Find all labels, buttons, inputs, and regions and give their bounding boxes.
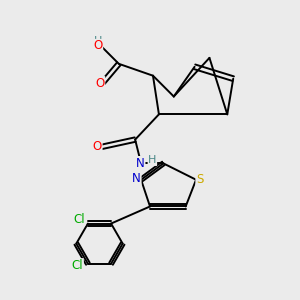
Text: N: N	[136, 157, 145, 169]
Text: H: H	[94, 36, 102, 46]
Text: N: N	[132, 172, 141, 185]
Text: Cl: Cl	[73, 213, 85, 226]
Text: S: S	[196, 173, 203, 186]
Text: O: O	[95, 76, 105, 90]
Text: Cl: Cl	[72, 259, 83, 272]
Text: O: O	[93, 40, 103, 52]
Text: O: O	[93, 140, 102, 153]
Text: H: H	[148, 155, 157, 165]
